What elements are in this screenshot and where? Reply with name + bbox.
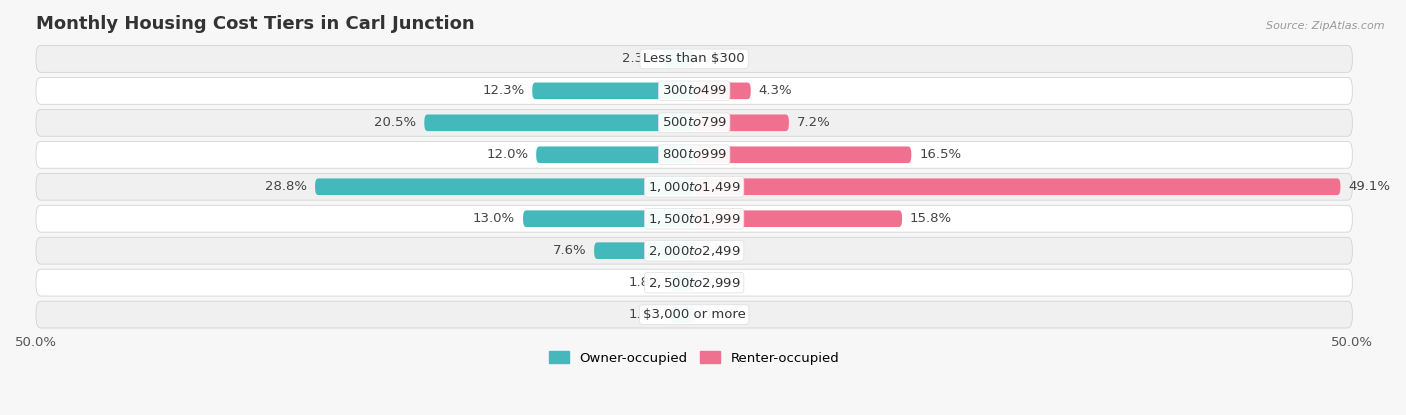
FancyBboxPatch shape <box>671 306 695 323</box>
Text: $800 to $999: $800 to $999 <box>662 148 727 161</box>
FancyBboxPatch shape <box>37 269 1353 296</box>
Text: 0.0%: 0.0% <box>702 276 735 289</box>
FancyBboxPatch shape <box>523 210 695 227</box>
FancyBboxPatch shape <box>37 78 1353 104</box>
Text: 4.3%: 4.3% <box>759 84 792 98</box>
Text: Monthly Housing Cost Tiers in Carl Junction: Monthly Housing Cost Tiers in Carl Junct… <box>37 15 475 33</box>
FancyBboxPatch shape <box>37 110 1353 136</box>
FancyBboxPatch shape <box>664 51 695 67</box>
FancyBboxPatch shape <box>37 173 1353 200</box>
FancyBboxPatch shape <box>536 146 695 163</box>
Text: 12.3%: 12.3% <box>482 84 524 98</box>
Text: $1,000 to $1,499: $1,000 to $1,499 <box>648 180 741 194</box>
Text: $2,500 to $2,999: $2,500 to $2,999 <box>648 276 741 290</box>
Text: 20.5%: 20.5% <box>374 116 416 129</box>
Text: 0.0%: 0.0% <box>702 308 735 321</box>
Text: Source: ZipAtlas.com: Source: ZipAtlas.com <box>1267 21 1385 31</box>
Text: $1,500 to $1,999: $1,500 to $1,999 <box>648 212 741 226</box>
Text: $300 to $499: $300 to $499 <box>662 84 727 98</box>
FancyBboxPatch shape <box>315 178 695 195</box>
Text: 1.8%: 1.8% <box>628 276 662 289</box>
Text: 2.3%: 2.3% <box>623 52 657 66</box>
Legend: Owner-occupied, Renter-occupied: Owner-occupied, Renter-occupied <box>544 346 845 370</box>
Text: 7.6%: 7.6% <box>553 244 586 257</box>
FancyBboxPatch shape <box>37 205 1353 232</box>
FancyBboxPatch shape <box>695 178 1340 195</box>
Text: Less than $300: Less than $300 <box>644 52 745 66</box>
FancyBboxPatch shape <box>695 83 751 99</box>
FancyBboxPatch shape <box>671 274 695 291</box>
FancyBboxPatch shape <box>37 46 1353 72</box>
FancyBboxPatch shape <box>695 146 911 163</box>
FancyBboxPatch shape <box>425 115 695 131</box>
Text: $500 to $799: $500 to $799 <box>662 116 727 129</box>
Text: 12.0%: 12.0% <box>486 148 529 161</box>
FancyBboxPatch shape <box>37 237 1353 264</box>
Text: 13.0%: 13.0% <box>472 212 515 225</box>
Text: 0.0%: 0.0% <box>702 244 735 257</box>
FancyBboxPatch shape <box>37 301 1353 328</box>
FancyBboxPatch shape <box>695 115 789 131</box>
FancyBboxPatch shape <box>37 142 1353 168</box>
FancyBboxPatch shape <box>533 83 695 99</box>
FancyBboxPatch shape <box>695 210 903 227</box>
Text: 0.0%: 0.0% <box>702 52 735 66</box>
Text: 15.8%: 15.8% <box>910 212 952 225</box>
Text: 28.8%: 28.8% <box>266 180 307 193</box>
Text: 7.2%: 7.2% <box>797 116 831 129</box>
Text: 1.8%: 1.8% <box>628 308 662 321</box>
Text: 49.1%: 49.1% <box>1348 180 1391 193</box>
FancyBboxPatch shape <box>595 242 695 259</box>
Text: $2,000 to $2,499: $2,000 to $2,499 <box>648 244 741 258</box>
Text: 16.5%: 16.5% <box>920 148 962 161</box>
Text: $3,000 or more: $3,000 or more <box>643 308 745 321</box>
